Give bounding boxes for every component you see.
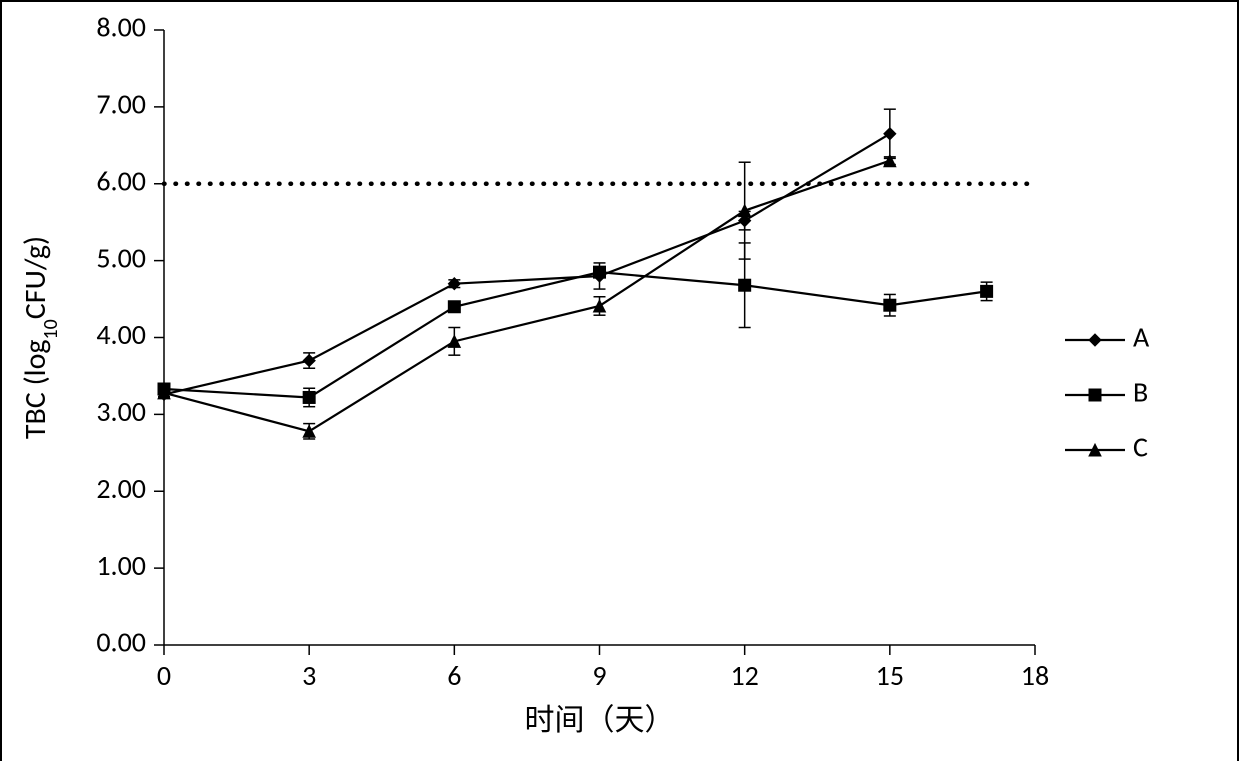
y-tick-label: 1.00 [96,548,146,583]
series-line [164,272,987,397]
legend-label: C [1133,430,1148,465]
marker-diamond [884,128,896,140]
series-C [158,155,896,439]
svg-text:TBC (log10CFU/g): TBC (log10CFU/g) [17,236,63,439]
marker-diamond [1089,334,1101,346]
tbc-line-chart: 0.00 1.00 2.00 3.00 4.00 5.00 6.00 7.00 8.00 0 3 6 9… [0,0,1239,761]
marker-square [303,391,315,403]
marker-square [448,301,460,313]
y-tick-label: 7.00 [96,87,146,122]
marker-square [1089,389,1101,401]
y-tick-label: 6.00 [96,163,146,198]
series-line [164,161,890,432]
y-tick-label: 5.00 [96,240,146,275]
marker-square [594,266,606,278]
marker-square [981,285,993,297]
marker-square [884,299,896,311]
series-A [158,109,896,400]
series-line [164,134,890,395]
y-tick-label: 0.00 [96,625,146,660]
y-tick-label: 2.00 [96,471,146,506]
x-tick-label: 3 [302,658,316,693]
x-tick-label: 9 [592,658,606,693]
x-tick-label: 18 [1021,658,1049,693]
legend-label: B [1133,375,1148,410]
y-tick-label: 8.00 [96,10,146,45]
y-tick-label: 4.00 [96,317,146,352]
series-B [158,243,993,407]
x-axis-label: 时间（天） [525,702,675,739]
x-tick-label: 15 [876,658,904,693]
x-tick-label: 0 [157,658,171,693]
y-axis-label: TBC (log10CFU/g) [17,236,63,439]
marker-triangle [739,205,751,217]
x-tick-label: 6 [447,658,461,693]
x-tick-label: 12 [730,658,758,693]
legend-label: A [1133,320,1150,355]
marker-diamond [303,355,315,367]
y-tick-label: 3.00 [96,394,146,429]
marker-square [739,279,751,291]
legend: ABC [1065,320,1150,465]
